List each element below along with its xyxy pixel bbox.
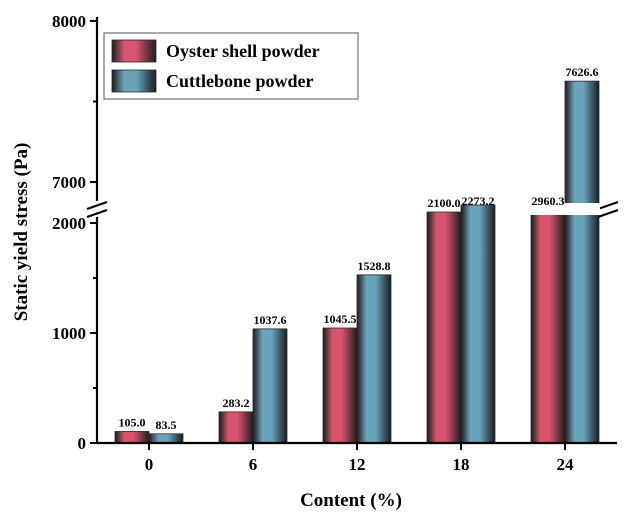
data-label-oyster-24: 2960.3	[532, 194, 565, 208]
bar-cuttlebone-12	[356, 274, 392, 444]
bar-oyster-0	[114, 431, 150, 444]
data-label-cuttlebone-0: 83.5	[156, 418, 177, 432]
data-label-cuttlebone-6: 1037.6	[254, 313, 287, 327]
bar-oyster-12	[322, 327, 358, 444]
data-labels-layer: 105.0 83.5 283.2 1037.6 1045.5 1528.8 2100.0 22…	[119, 65, 599, 432]
bar-cuttlebone-18	[460, 204, 496, 444]
data-label-cuttlebone-24: 7626.6	[566, 65, 599, 79]
x-tick-label-12: 12	[349, 455, 366, 474]
data-label-cuttlebone-18: 2273.2	[462, 194, 495, 208]
bar-oyster-24	[530, 204, 566, 444]
y-tick-label-8000: 8000	[52, 12, 86, 31]
y-tick-label-2000: 2000	[52, 214, 86, 233]
bar-cuttlebone-0	[148, 433, 184, 444]
x-tick-label-0: 0	[145, 455, 154, 474]
y-tick-label-1000: 1000	[52, 324, 86, 343]
data-label-oyster-18: 2100.0	[428, 196, 461, 210]
x-tick-label-24: 24	[557, 455, 575, 474]
y-axis-title: Static yield stress (Pa)	[11, 143, 32, 322]
data-label-oyster-12: 1045.5	[324, 312, 357, 326]
axis-break-marks	[85, 200, 620, 219]
legend-label-cuttlebone: Cuttlebone powder	[166, 71, 314, 91]
data-label-oyster-6: 283.2	[223, 396, 250, 410]
y-tick-label-0: 0	[78, 434, 87, 453]
x-axis-title: Content (%)	[300, 490, 402, 511]
legend-label-oyster: Oyster shell powder	[166, 41, 320, 61]
data-label-oyster-0: 105.0	[119, 415, 146, 429]
legend: Oyster shell powder Cuttlebone powder	[103, 32, 359, 100]
legend-swatch-cuttlebone	[111, 69, 157, 93]
bar-oyster-6	[218, 411, 254, 444]
x-tick-label-18: 18	[453, 455, 470, 474]
bar-oyster-18	[426, 211, 462, 444]
x-tick-label-6: 6	[249, 455, 258, 474]
bar-cuttlebone-6	[252, 328, 288, 444]
legend-swatch-oyster	[111, 39, 157, 63]
y-tick-label-7000: 7000	[52, 173, 86, 192]
bars-layer	[114, 80, 600, 444]
bar-cuttlebone-24	[564, 80, 600, 444]
data-label-cuttlebone-12: 1528.8	[358, 259, 391, 273]
axes-layer: 0 1000 2000 7000 8000 0 6 12 18 24	[52, 12, 620, 474]
